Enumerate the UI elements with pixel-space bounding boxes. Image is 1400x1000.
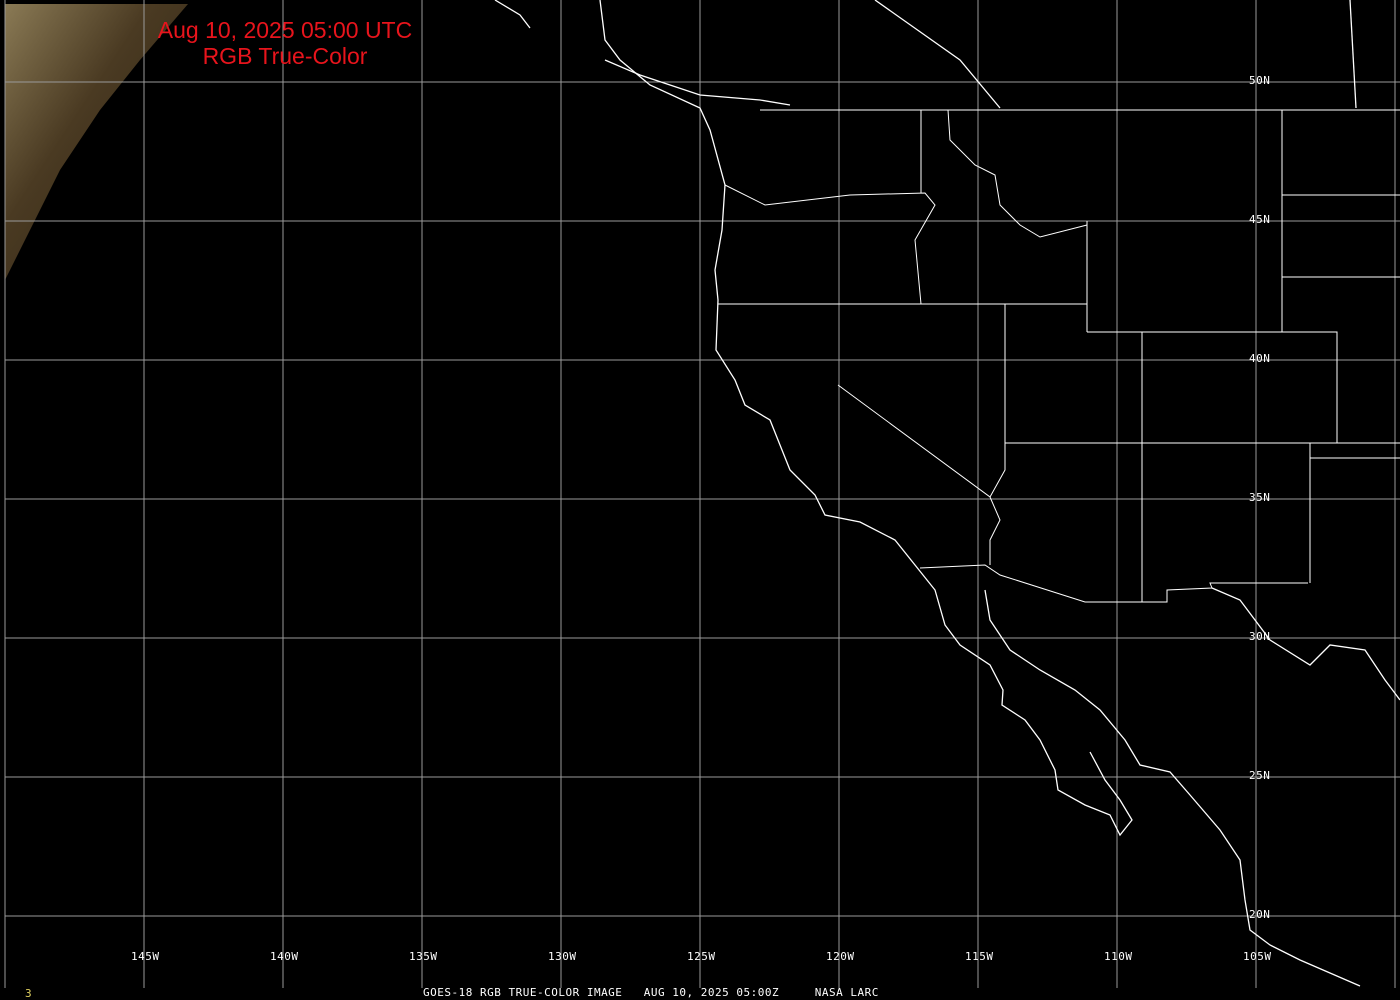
latitude-label: 45N (1249, 213, 1271, 226)
footer-caption: GOES-18 RGB TRUE-COLOR IMAGE AUG 10, 202… (423, 986, 879, 999)
title-date: Aug 10, 2025 05:00 UTC (157, 17, 413, 43)
latitude-label: 20N (1249, 908, 1271, 921)
coastlines (494, 0, 1400, 987)
longitude-label: 130W (548, 950, 577, 963)
longitude-label: 110W (1104, 950, 1133, 963)
lat-lon-grid (4, 0, 1400, 988)
cloud-imagery (5, 4, 188, 280)
latitude-label: 25N (1249, 769, 1271, 782)
longitude-label: 115W (965, 950, 994, 963)
longitude-label: 125W (687, 950, 716, 963)
latitude-label: 40N (1249, 352, 1271, 365)
latitude-label: 30N (1249, 630, 1271, 643)
latitude-label: 35N (1249, 491, 1271, 504)
longitude-label: 105W (1243, 950, 1272, 963)
latitude-label: 50N (1249, 74, 1271, 87)
longitude-label: 140W (270, 950, 299, 963)
title-product: RGB True-Color (202, 43, 368, 69)
longitude-label: 120W (826, 950, 855, 963)
state-borders (718, 109, 1400, 603)
frame-number: 3 (25, 987, 33, 1000)
longitude-label: 145W (131, 950, 160, 963)
longitude-label: 135W (409, 950, 438, 963)
